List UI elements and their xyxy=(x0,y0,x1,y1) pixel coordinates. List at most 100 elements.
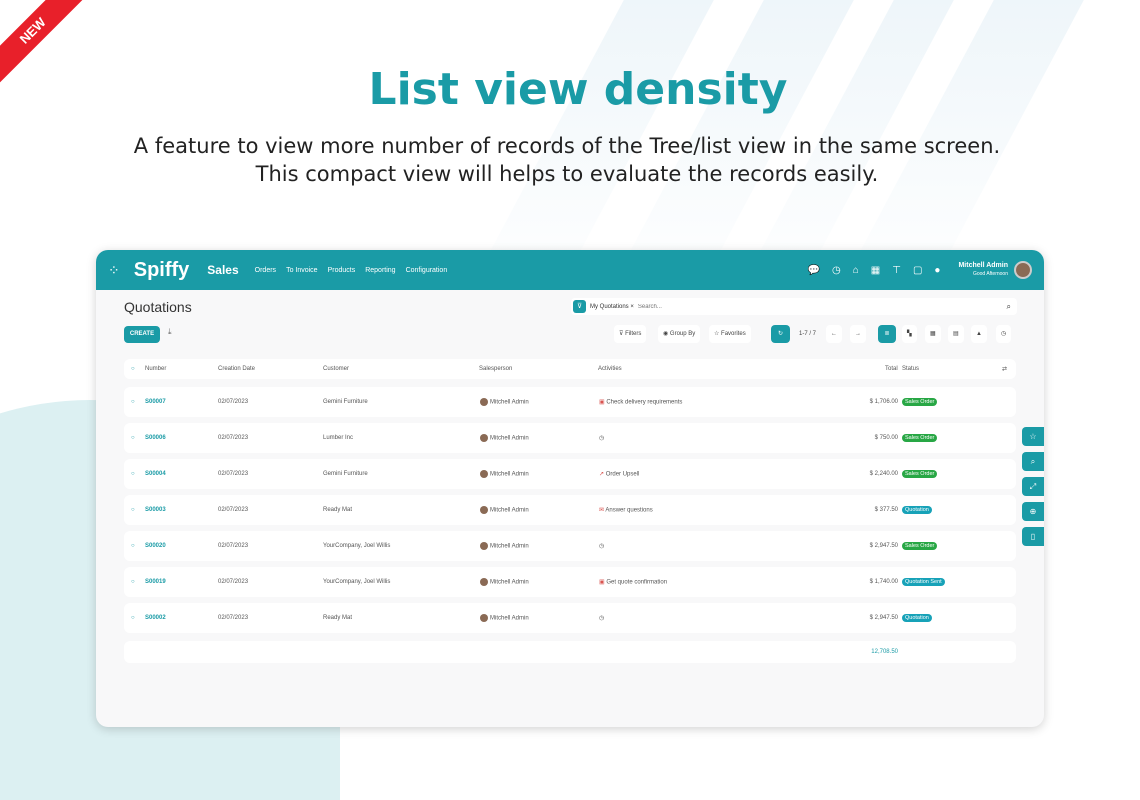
kanban-view-icon[interactable]: ▚ xyxy=(902,325,917,343)
graph-view-icon[interactable]: ▲ xyxy=(971,325,987,343)
col-date[interactable]: Creation Date xyxy=(218,366,256,372)
order-number[interactable]: S00019 xyxy=(145,579,166,585)
order-number[interactable]: S00007 xyxy=(145,399,166,405)
table-row[interactable]: ○ S00002 02/07/2023 Ready Mat Mitchell A… xyxy=(124,603,1016,633)
module-name[interactable]: Sales xyxy=(207,263,239,277)
select-all-checkbox[interactable]: ○ xyxy=(131,366,135,372)
salesperson-avatar xyxy=(480,470,488,478)
activity-clock-icon[interactable]: ◷ xyxy=(832,264,841,276)
order-number[interactable]: S00004 xyxy=(145,471,166,477)
list-view-icon[interactable]: ≣ xyxy=(878,325,896,343)
order-number[interactable]: S00006 xyxy=(145,435,166,441)
activity[interactable]: ✉ Answer questions xyxy=(599,507,653,514)
creation-date: 02/07/2023 xyxy=(218,471,249,477)
nav-configuration[interactable]: Configuration xyxy=(405,266,448,274)
status-badge: Sales Order xyxy=(902,398,938,406)
refresh-icon[interactable]: ↻ xyxy=(771,325,790,343)
activity-summary: Check delivery requirements xyxy=(606,399,683,406)
table-row[interactable]: ○ S00004 02/07/2023 Gemini Furniture Mit… xyxy=(124,459,1016,489)
logo: Spiffy xyxy=(133,258,190,281)
filter-chip[interactable]: My Quotations × xyxy=(590,303,634,310)
filters-label: Filters xyxy=(625,331,642,337)
order-number[interactable]: S00002 xyxy=(145,615,166,621)
order-number[interactable]: S00020 xyxy=(145,543,166,549)
col-customer[interactable]: Customer xyxy=(323,366,350,372)
bookmark-icon[interactable]: ▯ xyxy=(1022,527,1044,546)
search-input[interactable] xyxy=(637,303,1007,310)
activity-summary: Get quote confirmation xyxy=(606,579,668,586)
salesperson: Mitchell Admin xyxy=(480,614,529,622)
activity[interactable]: ↗ Order Upsell xyxy=(599,471,639,478)
salesperson-name: Mitchell Admin xyxy=(490,615,529,622)
activity[interactable]: ◷ xyxy=(599,615,604,622)
column-settings-icon[interactable]: ⇄ xyxy=(1002,366,1008,373)
nav-orders[interactable]: Orders xyxy=(254,266,277,274)
col-activities[interactable]: Activities xyxy=(598,366,622,372)
note-icon[interactable]: ▢ xyxy=(912,264,923,276)
filter-icon[interactable]: ⊽ xyxy=(573,300,586,313)
total: $ 1,706.00 xyxy=(869,399,898,405)
salesperson-name: Mitchell Admin xyxy=(490,579,529,586)
calendar-view-icon[interactable]: ▦ xyxy=(925,325,941,343)
order-number[interactable]: S00003 xyxy=(145,507,166,513)
row-checkbox[interactable]: ○ xyxy=(131,471,135,477)
chat-icon[interactable]: 💬 xyxy=(807,264,821,276)
pivot-view-icon[interactable]: ▤ xyxy=(948,325,964,343)
greeting: Good Afternoon xyxy=(972,271,1008,277)
group-by-button[interactable]: ◉ Group By xyxy=(658,325,701,343)
avatar[interactable] xyxy=(1014,261,1032,279)
nav-reporting[interactable]: Reporting xyxy=(365,266,396,274)
total: $ 377.50 xyxy=(874,507,898,513)
activity[interactable]: ▣ Check delivery requirements xyxy=(599,399,682,406)
next-page-icon[interactable]: → xyxy=(850,325,866,343)
table-row[interactable]: ○ S00006 02/07/2023 Lumber Inc Mitchell … xyxy=(124,423,1016,453)
nav-products[interactable]: Products xyxy=(327,266,356,274)
col-status[interactable]: Status xyxy=(902,366,920,372)
subtitle-line: A feature to view more number of records… xyxy=(133,134,1001,158)
row-checkbox[interactable]: ○ xyxy=(131,399,135,405)
bank-icon[interactable]: ⌂ xyxy=(852,264,859,276)
filters-button[interactable]: ⊽ Filters xyxy=(614,325,647,343)
row-checkbox[interactable]: ○ xyxy=(131,543,135,549)
activity[interactable]: ◷ xyxy=(599,435,604,442)
table-row[interactable]: ○ S00020 02/07/2023 YourCompany, Joel Wi… xyxy=(124,531,1016,561)
salesperson: Mitchell Admin xyxy=(480,398,529,406)
table-row[interactable]: ○ S00019 02/07/2023 YourCompany, Joel Wi… xyxy=(124,567,1016,597)
search-side-icon[interactable]: ⌕ xyxy=(1022,452,1044,471)
activity[interactable]: ▣ Get quote confirmation xyxy=(599,579,667,586)
col-total[interactable]: Total xyxy=(885,366,898,372)
favorite-star-icon[interactable]: ☆ xyxy=(1022,427,1044,446)
status-badge: Quotation xyxy=(902,614,932,622)
activity[interactable]: ◷ xyxy=(599,543,604,550)
calculator-icon[interactable]: ▦ xyxy=(870,264,881,276)
activity-summary: Order Upsell xyxy=(605,471,640,478)
filter-icon[interactable]: ⊤ xyxy=(892,264,901,276)
calendar-icon: ▣ xyxy=(599,579,605,586)
download-icon[interactable]: ⤓ xyxy=(168,327,172,336)
row-checkbox[interactable]: ○ xyxy=(131,507,135,513)
row-checkbox[interactable]: ○ xyxy=(131,435,135,441)
bulb-icon[interactable]: ● xyxy=(934,264,941,276)
customer: YourCompany, Joel Willis xyxy=(323,543,391,549)
row-checkbox[interactable]: ○ xyxy=(131,579,135,585)
zoom-icon[interactable]: ⊕ xyxy=(1022,502,1044,521)
expand-icon[interactable]: ⤢ xyxy=(1022,477,1044,496)
apps-menu-icon[interactable]: ⁘ xyxy=(108,261,120,278)
nav-to-invoice[interactable]: To Invoice xyxy=(286,266,318,274)
salesperson-avatar xyxy=(480,398,488,406)
status-badge: Sales Order xyxy=(902,434,938,442)
table-row[interactable]: ○ S00003 02/07/2023 Ready Mat Mitchell A… xyxy=(124,495,1016,525)
salesperson: Mitchell Admin xyxy=(480,578,529,586)
app-window: ⁘ Spiffy Sales Orders To Invoice Product… xyxy=(96,250,1044,727)
activity-view-icon[interactable]: ◷ xyxy=(996,325,1012,343)
col-number[interactable]: Number xyxy=(145,366,167,372)
prev-page-icon[interactable]: ← xyxy=(826,325,842,343)
search-icon[interactable]: ⌕ xyxy=(1006,301,1011,311)
favorites-button[interactable]: ☆ Favorites xyxy=(709,325,751,343)
table-header: ○ Number Creation Date Customer Salesper… xyxy=(124,359,1016,379)
col-salesperson[interactable]: Salesperson xyxy=(479,366,513,372)
row-checkbox[interactable]: ○ xyxy=(131,615,135,621)
create-button[interactable]: CREATE xyxy=(124,326,160,343)
table-row[interactable]: ○ S00007 02/07/2023 Gemini Furniture Mit… xyxy=(124,387,1016,417)
user-menu[interactable]: Mitchell Admin Good Afternoon xyxy=(958,261,1008,279)
